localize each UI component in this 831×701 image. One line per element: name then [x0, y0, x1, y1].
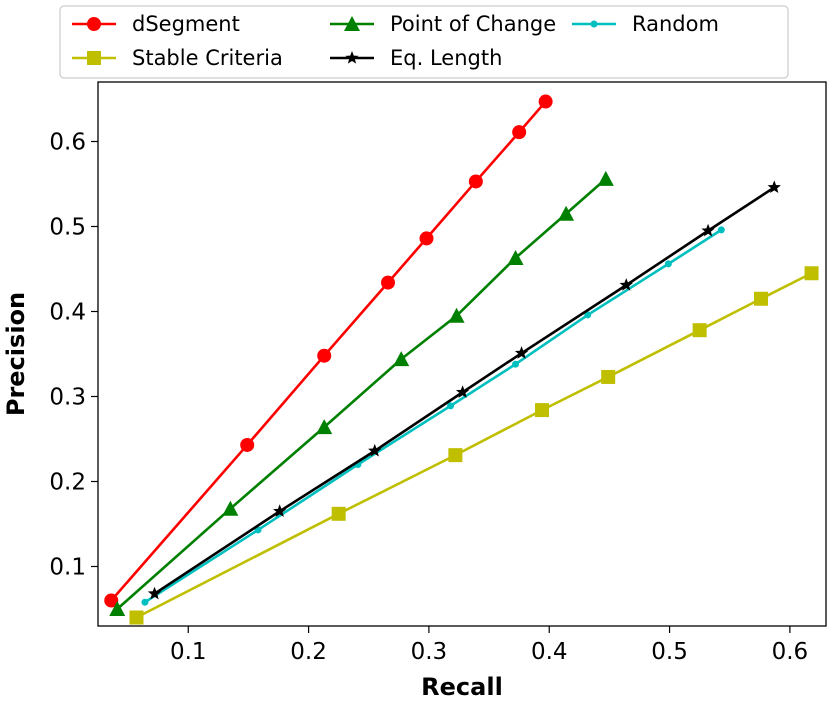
data-point-point-of-change — [393, 351, 410, 367]
x-tick-label: 0.6 — [772, 639, 809, 665]
data-point-random — [717, 226, 725, 234]
x-axis-title: Recall — [421, 673, 503, 701]
axis-ticks: 0.1 0.2 0.3 0.4 0.5 0.6 0.1 0.2 0.3 0.4 0.5 0.6 — [49, 130, 808, 666]
legend-entry-eq-length: Eq. Length — [330, 46, 502, 70]
x-tick-label: 0.3 — [411, 639, 448, 665]
data-point-point-of-change — [507, 249, 524, 265]
data-point-stable-criteria — [535, 403, 550, 418]
x-tick-label: 0.2 — [290, 639, 327, 665]
data-point-random — [447, 402, 455, 410]
data-point-dsegment — [512, 125, 527, 140]
data-point-random — [141, 598, 149, 606]
data-point-eq-length — [701, 223, 715, 237]
legend-label: Random — [632, 12, 719, 36]
data-point-point-of-change — [316, 419, 333, 435]
series-line-dsegment — [110, 100, 547, 602]
data-point-eq-length — [767, 180, 781, 194]
y-tick-label: 0.6 — [49, 130, 86, 156]
data-point-eq-length — [619, 278, 633, 291]
legend-marker — [87, 51, 101, 65]
data-point-eq-length — [368, 443, 382, 457]
legend-entry-dsegment: dSegment — [72, 12, 240, 36]
legend-marker — [345, 51, 359, 64]
data-point-random — [664, 260, 672, 268]
data-point-dsegment — [317, 348, 332, 363]
x-tick-label: 0.1 — [170, 639, 207, 665]
data-point-stable-criteria — [129, 610, 144, 625]
data-point-point-of-change — [597, 170, 614, 186]
data-point-dsegment — [468, 174, 483, 189]
y-tick-label: 0.5 — [49, 215, 86, 241]
series-dsegment — [104, 94, 553, 608]
y-axis-title: Precision — [2, 292, 30, 416]
series-line-eq-length — [153, 186, 775, 595]
data-point-eq-length — [455, 385, 470, 398]
legend-marker — [87, 17, 101, 31]
y-tick-label: 0.1 — [49, 555, 86, 581]
series-eq-length — [147, 180, 781, 600]
data-point-stable-criteria — [601, 369, 616, 384]
data-point-point-of-change — [109, 601, 126, 616]
series-line-point-of-change — [116, 177, 607, 610]
y-tick-label: 0.2 — [49, 470, 86, 496]
legend-label: Stable Criteria — [132, 46, 283, 70]
plot-frame — [97, 81, 827, 627]
data-point-random — [512, 360, 520, 368]
data-point-stable-criteria — [754, 291, 769, 306]
data-point-dsegment — [240, 437, 255, 452]
plot-area: 0.1 0.2 0.3 0.4 0.5 0.6 0.1 0.2 0.3 0.4 0.5 0.6 — [49, 81, 827, 666]
series-point-of-change — [109, 170, 614, 616]
legend-label: Point of Change — [390, 12, 556, 36]
legend-entry-point-of-change: Point of Change — [330, 12, 556, 36]
data-point-dsegment — [538, 94, 553, 109]
legend-entry-stable-criteria: Stable Criteria — [72, 46, 283, 70]
data-point-stable-criteria — [448, 448, 463, 463]
data-point-stable-criteria — [331, 506, 346, 521]
legend: dSegment Stable Criteria Point of Change Eq… — [59, 5, 789, 79]
data-point-dsegment — [380, 275, 395, 290]
legend-entry-random: Random — [572, 12, 719, 36]
series-random — [141, 226, 725, 606]
y-tick-label: 0.4 — [49, 300, 86, 326]
legend-label: Eq. Length — [390, 46, 502, 70]
data-point-point-of-change — [448, 307, 465, 323]
data-point-eq-length — [273, 504, 287, 517]
x-tick-label: 0.5 — [651, 639, 688, 665]
series-stable-criteria — [129, 266, 819, 625]
data-point-dsegment — [419, 231, 434, 246]
data-point-stable-criteria — [692, 323, 707, 338]
legend-marker — [590, 20, 598, 28]
legend-label: dSegment — [132, 12, 240, 36]
series-line-stable-criteria — [135, 272, 813, 619]
x-tick-label: 0.4 — [531, 639, 568, 665]
data-point-eq-length — [514, 346, 529, 359]
series-line-random — [144, 228, 723, 604]
y-tick-label: 0.3 — [49, 385, 86, 411]
data-point-point-of-change — [558, 205, 575, 221]
data-point-dsegment — [104, 593, 119, 608]
data-point-point-of-change — [222, 500, 239, 516]
series-layer — [104, 94, 819, 625]
data-point-stable-criteria — [804, 266, 819, 281]
data-point-eq-length — [147, 586, 162, 600]
legend-marker — [344, 16, 360, 31]
data-point-random — [584, 311, 592, 319]
